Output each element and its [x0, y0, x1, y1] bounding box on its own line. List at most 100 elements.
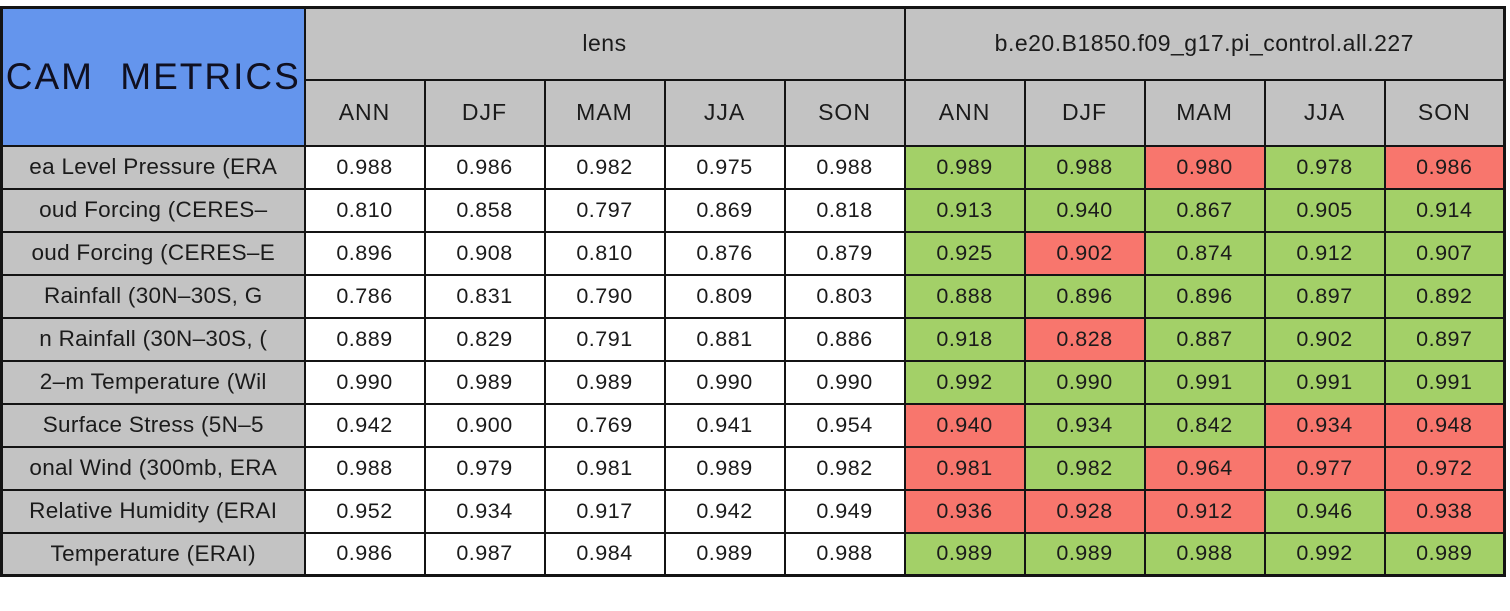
lens-value-cell: 0.989	[543, 359, 666, 405]
lens-value-cell: 0.803	[783, 273, 906, 319]
model-value-cell: 0.989	[903, 531, 1026, 577]
table-header: CAM METRICS lens b.e20.B1850.f09_g17.pi_…	[0, 6, 1506, 147]
lens-value-cell: 0.869	[663, 187, 786, 233]
lens-value-cell: 0.886	[783, 316, 906, 362]
model-value-cell: 0.842	[1143, 402, 1266, 448]
lens-value-cell: 0.952	[303, 488, 426, 534]
row-label: oud Forcing (CERES–E	[0, 230, 306, 276]
table-row: Temperature (ERAI) 0.986 0.987 0.984 0.989 0.…	[0, 531, 1506, 577]
row-label: Surface Stress (5N–5	[0, 402, 306, 448]
lens-value-cell: 0.982	[783, 445, 906, 491]
model-value-cell: 0.938	[1383, 488, 1506, 534]
season-header-lens-mam: MAM	[543, 78, 666, 147]
model-value-cell: 0.918	[903, 316, 1026, 362]
model-value-cell: 0.992	[1263, 531, 1386, 577]
model-value-cell: 0.896	[1143, 273, 1266, 319]
model-value-cell: 0.887	[1143, 316, 1266, 362]
table-title: CAM METRICS	[0, 6, 306, 147]
table-row: 2–m Temperature (Wil 0.990 0.989 0.989 0.990…	[0, 359, 1506, 405]
model-value-cell: 0.888	[903, 273, 1026, 319]
model-value-cell: 0.992	[903, 359, 1026, 405]
lens-value-cell: 0.810	[303, 187, 426, 233]
lens-value-cell: 0.975	[663, 144, 786, 190]
lens-value-cell: 0.949	[783, 488, 906, 534]
lens-value-cell: 0.917	[543, 488, 666, 534]
row-label: Rainfall (30N–30S, G	[0, 273, 306, 319]
table-row: Surface Stress (5N–5 0.942 0.900 0.769 0.941…	[0, 402, 1506, 448]
lens-value-cell: 0.797	[543, 187, 666, 233]
row-label: onal Wind (300mb, ERA	[0, 445, 306, 491]
header-row-groups: CAM METRICS lens b.e20.B1850.f09_g17.pi_…	[0, 6, 1506, 147]
lens-value-cell: 0.989	[663, 445, 786, 491]
lens-value-cell: 0.984	[543, 531, 666, 577]
table-row: Rainfall (30N–30S, G 0.786 0.831 0.790 0.809…	[0, 273, 1506, 319]
lens-value-cell: 0.986	[423, 144, 546, 190]
model-value-cell: 0.990	[1023, 359, 1146, 405]
group-header-model: b.e20.B1850.f09_g17.pi_control.all.227	[903, 6, 1506, 81]
model-value-cell: 0.986	[1383, 144, 1506, 190]
model-value-cell: 0.892	[1383, 273, 1506, 319]
season-header-lens-ann: ANN	[303, 78, 426, 147]
lens-value-cell: 0.908	[423, 230, 546, 276]
model-value-cell: 0.989	[1023, 531, 1146, 577]
model-value-cell: 0.988	[1143, 531, 1266, 577]
table-row: ea Level Pressure (ERA 0.988 0.986 0.982 0.9…	[0, 144, 1506, 190]
table-body: ea Level Pressure (ERA 0.988 0.986 0.982 0.9…	[0, 144, 1506, 577]
lens-value-cell: 0.791	[543, 316, 666, 362]
lens-value-cell: 0.889	[303, 316, 426, 362]
lens-value-cell: 0.934	[423, 488, 546, 534]
model-value-cell: 0.964	[1143, 445, 1266, 491]
model-value-cell: 0.902	[1263, 316, 1386, 362]
lens-value-cell: 0.988	[303, 445, 426, 491]
lens-value-cell: 0.989	[663, 531, 786, 577]
model-value-cell: 0.988	[1023, 144, 1146, 190]
model-value-cell: 0.902	[1023, 230, 1146, 276]
season-header-lens-son: SON	[783, 78, 906, 147]
season-header-lens-jja: JJA	[663, 78, 786, 147]
model-value-cell: 0.934	[1263, 402, 1386, 448]
table-row: Relative Humidity (ERAI 0.952 0.934 0.917 0.…	[0, 488, 1506, 534]
model-value-cell: 0.989	[1383, 531, 1506, 577]
lens-value-cell: 0.986	[303, 531, 426, 577]
model-value-cell: 0.991	[1143, 359, 1266, 405]
model-value-cell: 0.972	[1383, 445, 1506, 491]
row-label: Relative Humidity (ERAI	[0, 488, 306, 534]
model-value-cell: 0.828	[1023, 316, 1146, 362]
model-value-cell: 0.948	[1383, 402, 1506, 448]
lens-value-cell: 0.879	[783, 230, 906, 276]
model-value-cell: 0.897	[1383, 316, 1506, 362]
lens-value-cell: 0.954	[783, 402, 906, 448]
model-value-cell: 0.874	[1143, 230, 1266, 276]
model-value-cell: 0.940	[903, 402, 1026, 448]
season-header-lens-djf: DJF	[423, 78, 546, 147]
lens-value-cell: 0.990	[663, 359, 786, 405]
model-value-cell: 0.991	[1383, 359, 1506, 405]
lens-value-cell: 0.988	[783, 144, 906, 190]
model-value-cell: 0.982	[1023, 445, 1146, 491]
table-row: n Rainfall (30N–30S, (0.889 0.829 0.791 0.8…	[0, 316, 1506, 362]
table-row: onal Wind (300mb, ERA 0.988 0.979 0.981 0.98…	[0, 445, 1506, 491]
lens-value-cell: 0.896	[303, 230, 426, 276]
model-value-cell: 0.913	[903, 187, 1026, 233]
lens-value-cell: 0.988	[783, 531, 906, 577]
lens-value-cell: 0.858	[423, 187, 546, 233]
lens-value-cell: 0.818	[783, 187, 906, 233]
lens-value-cell: 0.769	[543, 402, 666, 448]
model-value-cell: 0.981	[903, 445, 1026, 491]
lens-value-cell: 0.831	[423, 273, 546, 319]
lens-value-cell: 0.989	[423, 359, 546, 405]
lens-value-cell: 0.790	[543, 273, 666, 319]
lens-value-cell: 0.990	[303, 359, 426, 405]
season-header-model-jja: JJA	[1263, 78, 1386, 147]
model-value-cell: 0.989	[903, 144, 1026, 190]
season-header-model-ann: ANN	[903, 78, 1026, 147]
lens-value-cell: 0.829	[423, 316, 546, 362]
season-header-model-son: SON	[1383, 78, 1506, 147]
model-value-cell: 0.991	[1263, 359, 1386, 405]
lens-value-cell: 0.981	[543, 445, 666, 491]
lens-value-cell: 0.982	[543, 144, 666, 190]
model-value-cell: 0.977	[1263, 445, 1386, 491]
lens-value-cell: 0.900	[423, 402, 546, 448]
lens-value-cell: 0.988	[303, 144, 426, 190]
lens-value-cell: 0.810	[543, 230, 666, 276]
